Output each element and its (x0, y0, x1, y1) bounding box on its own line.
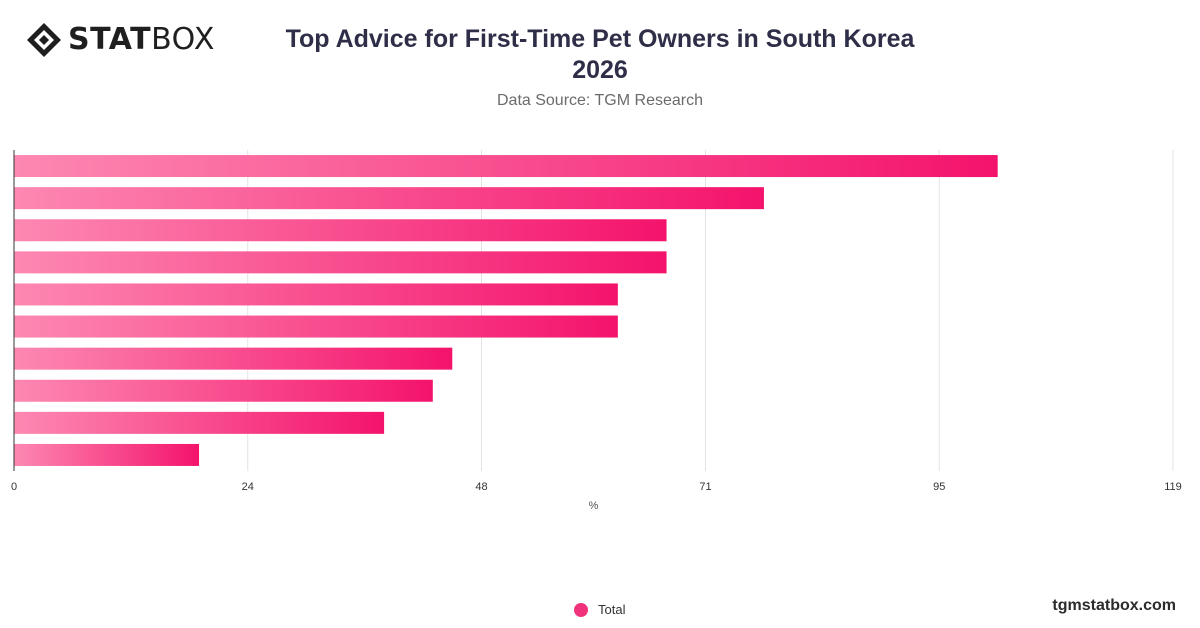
bar[interactable] (14, 219, 667, 242)
bar[interactable] (14, 347, 453, 370)
x-tick-label: 0 (11, 481, 17, 493)
legend-label: Total (598, 602, 626, 617)
logo-wordmark-light: BOX (151, 22, 215, 57)
bar-chart: 0 24 48 71 95 119% (11, 150, 1182, 512)
statbox-logo-icon (27, 23, 61, 57)
x-tick-label: 24 (242, 481, 254, 493)
chart-bars (14, 155, 998, 466)
bar[interactable] (14, 251, 667, 274)
chart-legend[interactable]: Total (574, 602, 625, 617)
chart-subtitle: Data Source: TGM Research (496, 92, 703, 109)
bar[interactable] (14, 379, 433, 402)
logo-wordmark-bold: STAT (68, 22, 152, 57)
x-axis-label: % (589, 500, 599, 512)
legend-marker-icon (574, 602, 588, 617)
bar[interactable] (14, 283, 618, 306)
footer-site-link[interactable]: tgmstatbox.com (1052, 597, 1176, 614)
statbox-logo[interactable]: STATBOX (26, 22, 215, 58)
chart-title-line2: 2026 (572, 56, 628, 84)
bar[interactable] (14, 443, 200, 466)
chart-title: Top Advice for First-Time Pet Owners in … (250, 24, 950, 86)
x-tick-label: 71 (699, 481, 711, 493)
x-tick-label: 119 (1164, 481, 1182, 493)
x-tick-label: 48 (475, 481, 487, 493)
bar[interactable] (14, 411, 385, 434)
logo-wordmark: STATBOX (68, 22, 215, 58)
x-tick-label: 95 (933, 481, 945, 493)
chart-axis: 0 24 48 71 95 119% (11, 150, 1182, 512)
bar[interactable] (14, 315, 618, 338)
bar[interactable] (14, 155, 998, 178)
bar[interactable] (14, 187, 764, 210)
chart-title-line1: Top Advice for First-Time Pet Owners in … (285, 25, 915, 53)
